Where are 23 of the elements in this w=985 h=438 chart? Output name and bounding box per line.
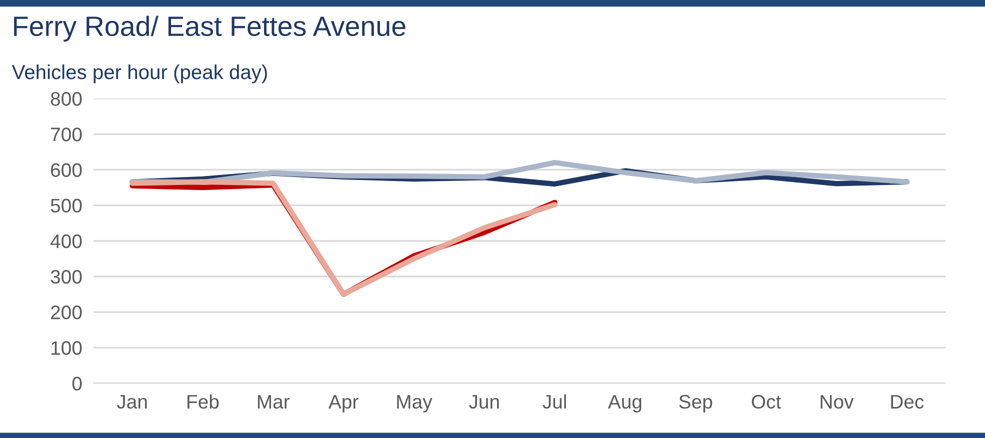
y-tick-label: 400	[50, 234, 82, 248]
x-tick-label: Aug	[608, 395, 642, 412]
y-tick-label: 100	[52, 341, 82, 355]
x-tick-label: Dec	[891, 395, 924, 409]
x-tick-label: May	[397, 395, 432, 412]
x-tick-label: Nov	[820, 395, 854, 409]
x-tick-label: Jul	[542, 394, 566, 409]
y-tick-label: 500	[50, 198, 82, 213]
y-tick-label: 200	[51, 306, 82, 320]
y-tick-label: 800	[50, 92, 82, 106]
x-tick-label: Mar	[258, 395, 290, 409]
x-tick-label: Apr	[328, 395, 358, 412]
y-tick-label: 300	[50, 270, 82, 284]
x-tick-label: Oct	[752, 394, 782, 409]
y-tick-label: 0	[72, 376, 82, 390]
x-tick-label: Jan	[116, 395, 147, 409]
x-tick-label: Feb	[188, 394, 219, 409]
y-tick-label: 700	[51, 128, 82, 142]
x-tick-label: Jun	[469, 395, 499, 409]
chart-title: Ferry Road/ East Fettes Avenue	[14, 16, 406, 42]
x-tick-label: Sep	[679, 394, 712, 412]
y-tick-label: 600	[51, 163, 82, 177]
chart-subtitle: Vehicles per hour (peak day)	[12, 64, 267, 84]
